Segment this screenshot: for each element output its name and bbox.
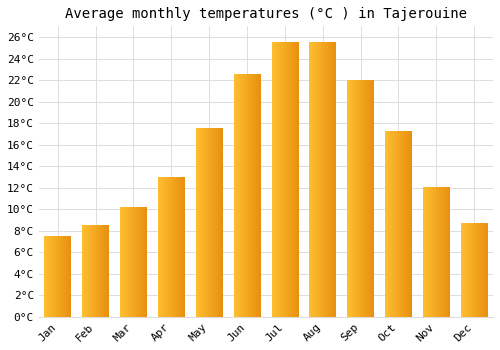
Title: Average monthly temperatures (°C ) in Tajerouine: Average monthly temperatures (°C ) in Ta… [65, 7, 467, 21]
